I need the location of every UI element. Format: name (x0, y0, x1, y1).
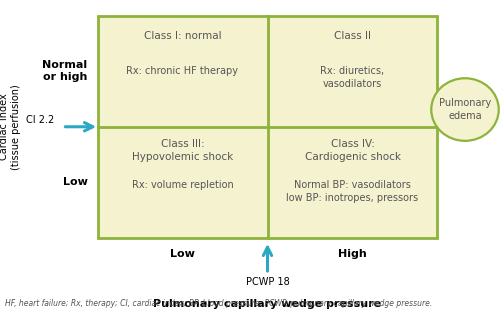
Text: Normal BP: vasodilators
low BP: inotropes, pressors: Normal BP: vasodilators low BP: inotrope… (286, 180, 418, 203)
Ellipse shape (431, 78, 499, 141)
Text: Class II: Class II (334, 31, 371, 41)
Bar (268, 16, 438, 127)
Text: Class IV:
Cardiogenic shock: Class IV: Cardiogenic shock (304, 139, 400, 162)
Text: PCWP 18: PCWP 18 (246, 277, 290, 287)
Text: Pulmonary
edema: Pulmonary edema (439, 98, 491, 121)
Text: Rx: diuretics,
vasodilators: Rx: diuretics, vasodilators (320, 66, 384, 89)
Text: Low: Low (62, 177, 88, 187)
Text: CI 2.2: CI 2.2 (26, 115, 54, 125)
Text: Normal
or high: Normal or high (42, 60, 88, 82)
Text: Pulmonary capillary wedge pressure: Pulmonary capillary wedge pressure (154, 299, 382, 309)
Text: HF, heart failure; Rx, therapy; CI, cardiac index; BP, blood pressure; PCWP, pul: HF, heart failure; Rx, therapy; CI, card… (5, 299, 432, 308)
Bar (98, 16, 268, 127)
Bar (268, 127, 438, 238)
Text: Class III:
Hypovolemic shock: Class III: Hypovolemic shock (132, 139, 233, 162)
Bar (98, 127, 268, 238)
Text: Rx: chronic HF therapy: Rx: chronic HF therapy (126, 66, 238, 76)
Text: Class I: normal: Class I: normal (144, 31, 222, 41)
Text: High: High (338, 249, 367, 259)
Text: Rx: volume repletion: Rx: volume repletion (132, 180, 234, 190)
Bar (98, 16, 437, 238)
Text: Cardiac index
(tissue perfusion): Cardiac index (tissue perfusion) (0, 84, 21, 170)
Text: Low: Low (170, 249, 195, 259)
